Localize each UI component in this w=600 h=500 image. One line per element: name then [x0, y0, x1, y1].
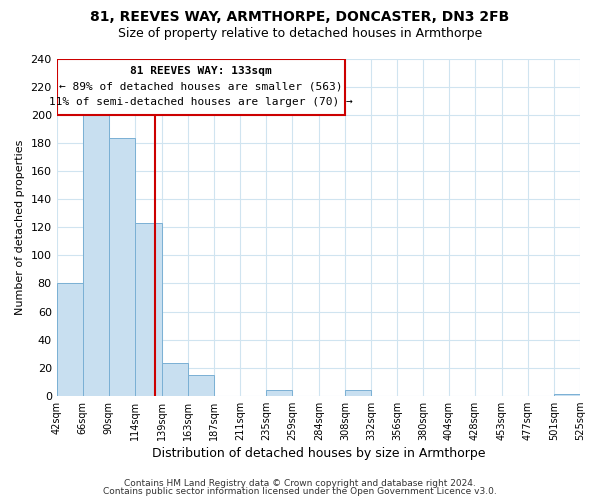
- Bar: [56, 284, 83, 396]
- X-axis label: Distribution of detached houses by size in Armthorpe: Distribution of detached houses by size …: [152, 447, 485, 460]
- Bar: [109, 138, 134, 396]
- Text: 11% of semi-detached houses are larger (70) →: 11% of semi-detached houses are larger (…: [49, 97, 353, 107]
- Text: Size of property relative to detached houses in Armthorpe: Size of property relative to detached ho…: [118, 28, 482, 40]
- Bar: [266, 390, 292, 396]
- Text: 81, REEVES WAY, ARMTHORPE, DONCASTER, DN3 2FB: 81, REEVES WAY, ARMTHORPE, DONCASTER, DN…: [91, 10, 509, 24]
- Text: Contains public sector information licensed under the Open Government Licence v3: Contains public sector information licen…: [103, 487, 497, 496]
- Bar: [345, 390, 371, 396]
- Text: Contains HM Land Registry data © Crown copyright and database right 2024.: Contains HM Land Registry data © Crown c…: [124, 478, 476, 488]
- Text: ← 89% of detached houses are smaller (563): ← 89% of detached houses are smaller (56…: [59, 82, 343, 92]
- Bar: [162, 364, 188, 396]
- Bar: [56, 59, 345, 115]
- Bar: [554, 394, 580, 396]
- Text: 81 REEVES WAY: 133sqm: 81 REEVES WAY: 133sqm: [130, 66, 272, 76]
- Y-axis label: Number of detached properties: Number of detached properties: [15, 140, 25, 315]
- Bar: [188, 374, 214, 396]
- Bar: [83, 115, 109, 396]
- Bar: [134, 223, 162, 396]
